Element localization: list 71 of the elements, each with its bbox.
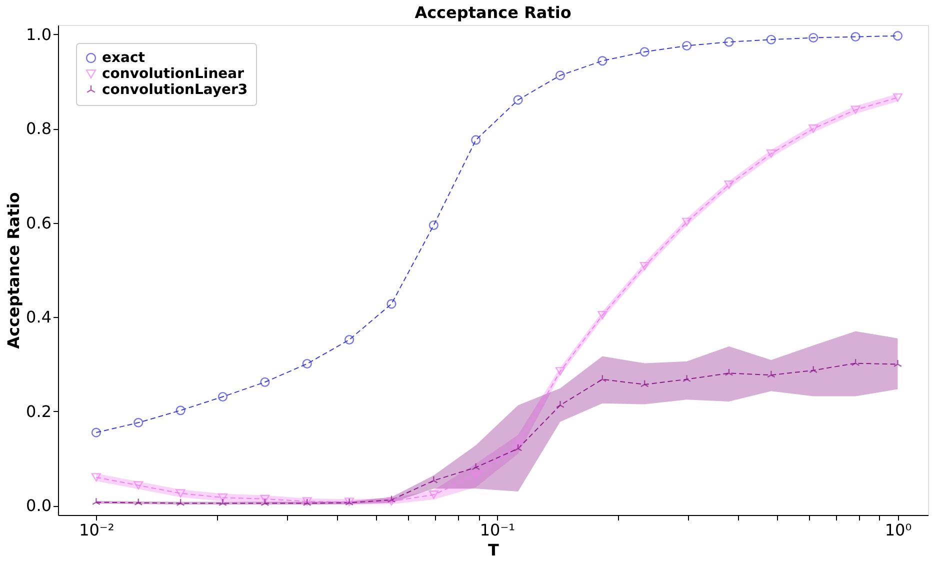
point [91, 473, 101, 482]
y-tick-label: 0.2 [26, 402, 52, 421]
point [218, 392, 228, 402]
point [260, 377, 270, 387]
point [134, 498, 143, 506]
point [766, 149, 776, 158]
point [851, 358, 860, 366]
point [428, 220, 438, 230]
point [471, 471, 481, 480]
point [808, 32, 818, 42]
point [386, 497, 396, 506]
x-tick-label: 10⁻¹ [480, 520, 516, 540]
point [598, 311, 608, 320]
point [892, 93, 903, 102]
point [260, 498, 270, 506]
point [472, 462, 480, 470]
point [724, 37, 734, 47]
point [176, 489, 186, 498]
legend-label: convolutionLinear [102, 66, 244, 82]
x-tick-label: 10⁰ [884, 520, 912, 540]
y-axis-title: Acceptance Ratio [4, 192, 24, 349]
point [682, 40, 692, 51]
legend-label: exact [102, 50, 146, 66]
y-tick-label: 0.6 [26, 213, 52, 232]
x-axis-title: T [488, 540, 500, 560]
point [766, 370, 776, 378]
point [92, 497, 100, 505]
point [302, 358, 312, 369]
point [850, 106, 860, 114]
point [176, 406, 186, 416]
point [91, 428, 101, 438]
point [640, 262, 650, 270]
point [513, 95, 523, 105]
point [724, 180, 734, 189]
y-tick-label: 1.0 [26, 24, 52, 44]
point [682, 218, 692, 226]
point [555, 70, 566, 80]
point [513, 440, 523, 449]
point [387, 495, 396, 503]
point [344, 334, 354, 345]
point [598, 374, 607, 382]
point [176, 498, 185, 506]
point [892, 31, 903, 41]
x-tick-label: 10⁻² [79, 520, 114, 540]
point [134, 418, 144, 428]
point [809, 366, 818, 374]
point [640, 380, 649, 388]
point [514, 444, 522, 452]
chart-title: Acceptance Ratio [414, 3, 572, 22]
point [134, 481, 144, 490]
point [428, 490, 438, 499]
point [386, 299, 396, 309]
point [893, 359, 902, 367]
y-tick-label: 0.8 [26, 119, 52, 138]
point [555, 367, 566, 376]
point [598, 56, 608, 66]
point [766, 34, 776, 44]
point [218, 493, 228, 502]
point [218, 498, 227, 506]
point [850, 32, 860, 42]
point [260, 494, 270, 504]
point [429, 476, 438, 484]
point [724, 368, 734, 376]
legend-label: convolutionLayer3 [102, 82, 248, 98]
y-tick-label: 0.0 [26, 496, 52, 516]
y-tick-label: 0.4 [26, 308, 52, 327]
point [808, 124, 818, 133]
point [640, 47, 650, 57]
point [471, 135, 481, 145]
point [556, 400, 564, 408]
point [682, 374, 692, 382]
